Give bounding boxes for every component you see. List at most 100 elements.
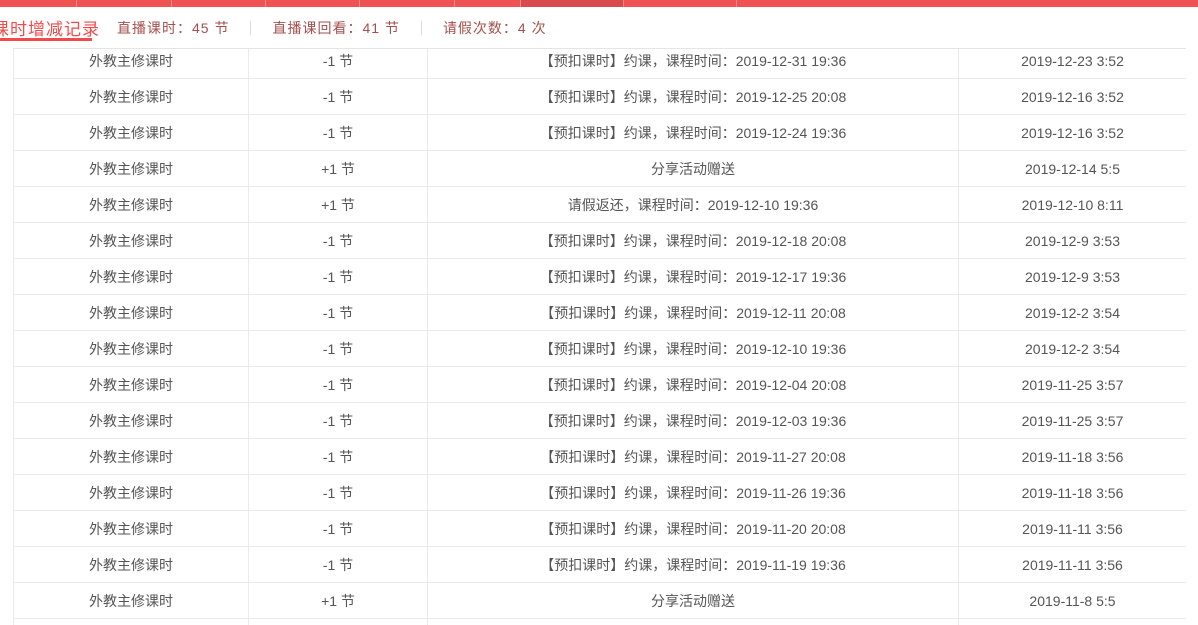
stats-bar: 直播课时：45 节 直播课回看：41 节 请假次数：4 次	[117, 18, 547, 38]
cell-change-amount: -1 节	[248, 402, 428, 439]
cell-change-amount	[248, 618, 428, 625]
cell-course-type: 外教主修课时	[13, 150, 249, 187]
cell-course-type: 外教主修课时	[13, 78, 249, 115]
cell-description: 分享活动赠送	[427, 150, 959, 187]
table-row: 外教主修课时 -1 节 【预扣课时】约课，课程时间：2019-12-24 19:…	[13, 114, 1186, 151]
cell-course-type: 外教主修课时	[13, 49, 249, 79]
cell-change-amount: +1 节	[248, 150, 428, 187]
cell-change-amount: -1 节	[248, 438, 428, 475]
topbar-segment[interactable]	[360, 0, 455, 7]
cell-change-amount: -1 节	[248, 258, 428, 295]
cell-created-time: 2019-12-2 3:54	[958, 330, 1186, 367]
top-nav-bar	[0, 0, 1198, 7]
table-row: 外教主修课时 -1 节 【预扣课时】约课，课程时间：2019-12-18 20:…	[13, 222, 1186, 259]
active-tab-underline	[0, 38, 92, 41]
cell-created-time: 2019-11-25 3:57	[958, 402, 1186, 439]
cell-created-time: 2019-12-16 3:52	[958, 78, 1186, 115]
cell-course-type: 外教主修课时	[13, 114, 249, 151]
records-table-wrap: 外教主修课时 -1 节 【预扣课时】约课，课程时间：2019-12-31 19:…	[13, 48, 1186, 625]
cell-change-amount: -1 节	[248, 222, 428, 259]
table-row: 外教主修课时 -1 节 【预扣课时】约课，课程时间：2019-12-03 19:…	[13, 402, 1186, 439]
topbar-segment[interactable]	[0, 0, 77, 7]
stat-divider	[420, 20, 422, 35]
stat-leave-count: 请假次数：4 次	[442, 19, 547, 36]
cell-course-type: 外教主修课时	[13, 582, 249, 619]
cell-change-amount: -1 节	[248, 330, 428, 367]
cell-created-time	[958, 618, 1186, 625]
cell-description: 分享活动赠送	[427, 582, 959, 619]
cell-change-amount: -1 节	[248, 510, 428, 547]
topbar-segment	[737, 0, 1198, 7]
cell-description: 【预扣课时】约课，课程时间：2019-11-26 19:36	[427, 474, 959, 511]
topbar-segment[interactable]	[624, 0, 737, 7]
cell-course-type	[13, 618, 249, 625]
tab-class-hours-record[interactable]: 课时增减记录	[0, 20, 100, 39]
cell-description: 【预扣课时】约课，课程时间：2019-11-20 20:08	[427, 510, 959, 547]
cell-created-time: 2019-11-11 3:56	[958, 546, 1186, 583]
table-row: 外教主修课时 -1 节 【预扣课时】约课，课程时间：2019-12-11 20:…	[13, 294, 1186, 331]
cell-change-amount: -1 节	[248, 474, 428, 511]
records-table-body: 外教主修课时 -1 节 【预扣课时】约课，课程时间：2019-12-31 19:…	[13, 49, 1186, 625]
table-row: 外教主修课时 -1 节 【预扣课时】约课，课程时间：2019-11-27 20:…	[13, 438, 1186, 475]
cell-created-time: 2019-12-9 3:53	[958, 222, 1186, 259]
table-row: 外教主修课时 +1 节 请假返还，课程时间：2019-12-10 19:36 2…	[13, 186, 1186, 223]
topbar-segment[interactable]	[172, 0, 266, 7]
table-row: 外教主修课时 -1 节 【预扣课时】约课，课程时间：2019-11-19 19:…	[13, 546, 1186, 583]
cell-created-time: 2019-11-11 3:56	[958, 510, 1186, 547]
cell-description: 【预扣课时】约课，课程时间：2019-12-25 20:08	[427, 78, 959, 115]
cell-course-type: 外教主修课时	[13, 222, 249, 259]
topbar-segment[interactable]	[77, 0, 172, 7]
table-row: 外教主修课时 -1 节 【预扣课时】约课，课程时间：2019-11-20 20:…	[13, 510, 1186, 547]
cell-created-time: 2019-12-10 8:11	[958, 186, 1186, 223]
table-row: 外教主修课时 -1 节 【预扣课时】约课，课程时间：2019-12-10 19:…	[13, 330, 1186, 367]
cell-created-time: 2019-12-16 3:52	[958, 114, 1186, 151]
cell-created-time: 2019-11-25 3:57	[958, 366, 1186, 403]
cell-change-amount: -1 节	[248, 78, 428, 115]
stat-live-class-replay: 直播课回看：41 节	[272, 19, 400, 36]
cell-created-time: 2019-11-18 3:56	[958, 474, 1186, 511]
stat-divider	[250, 20, 252, 35]
cell-course-type: 外教主修课时	[13, 474, 249, 511]
cell-course-type: 外教主修课时	[13, 546, 249, 583]
table-row: 外教主修课时 -1 节 【预扣课时】约课，课程时间：2019-12-25 20:…	[13, 78, 1186, 115]
cell-description: 请假返还，课程时间：2019-12-10 19:36	[427, 186, 959, 223]
table-row: 外教主修课时 +1 节 分享活动赠送 2019-12-14 5:5	[13, 150, 1186, 187]
cell-description: 【预扣课时】约课，课程时间：2019-12-24 19:36	[427, 114, 959, 151]
cell-created-time: 2019-12-9 3:53	[958, 258, 1186, 295]
cell-change-amount: +1 节	[248, 582, 428, 619]
cell-change-amount: -1 节	[248, 294, 428, 331]
cell-description: 【预扣课时】约课，课程时间：2019-11-19 19:36	[427, 546, 959, 583]
table-row	[13, 618, 1186, 625]
cell-change-amount: -1 节	[248, 546, 428, 583]
topbar-segment-active[interactable]	[521, 0, 624, 7]
table-row: 外教主修课时 +1 节 分享活动赠送 2019-11-8 5:5	[13, 582, 1186, 619]
cell-created-time: 2019-12-2 3:54	[958, 294, 1186, 331]
cell-change-amount: -1 节	[248, 114, 428, 151]
cell-course-type: 外教主修课时	[13, 330, 249, 367]
cell-description: 【预扣课时】约课，课程时间：2019-12-10 19:36	[427, 330, 959, 367]
cell-description: 【预扣课时】约课，课程时间：2019-12-18 20:08	[427, 222, 959, 259]
records-table: 外教主修课时 -1 节 【预扣课时】约课，课程时间：2019-12-31 19:…	[13, 49, 1186, 625]
cell-change-amount: -1 节	[248, 49, 428, 79]
cell-created-time: 2019-11-8 5:5	[958, 582, 1186, 619]
table-row: 外教主修课时 -1 节 【预扣课时】约课，课程时间：2019-12-31 19:…	[13, 49, 1186, 79]
cell-created-time: 2019-11-18 3:56	[958, 438, 1186, 475]
table-row: 外教主修课时 -1 节 【预扣课时】约课，课程时间：2019-11-26 19:…	[13, 474, 1186, 511]
topbar-segment[interactable]	[455, 0, 521, 7]
cell-course-type: 外教主修课时	[13, 402, 249, 439]
cell-change-amount: -1 节	[248, 366, 428, 403]
cell-course-type: 外教主修课时	[13, 366, 249, 403]
cell-change-amount: +1 节	[248, 186, 428, 223]
table-row: 外教主修课时 -1 节 【预扣课时】约课，课程时间：2019-12-04 20:…	[13, 366, 1186, 403]
topbar-segment[interactable]	[266, 0, 360, 7]
stat-live-class-hours: 直播课时：45 节	[117, 19, 230, 36]
cell-description: 【预扣课时】约课，课程时间：2019-12-31 19:36	[427, 49, 959, 79]
cell-course-type: 外教主修课时	[13, 186, 249, 223]
cell-course-type: 外教主修课时	[13, 438, 249, 475]
cell-description	[427, 618, 959, 625]
header: 课时增减记录 直播课时：45 节 直播课回看：41 节 请假次数：4 次	[0, 7, 1198, 48]
cell-created-time: 2019-12-14 5:5	[958, 150, 1186, 187]
cell-course-type: 外教主修课时	[13, 294, 249, 331]
cell-description: 【预扣课时】约课，课程时间：2019-12-11 20:08	[427, 294, 959, 331]
cell-description: 【预扣课时】约课，课程时间：2019-12-04 20:08	[427, 366, 959, 403]
